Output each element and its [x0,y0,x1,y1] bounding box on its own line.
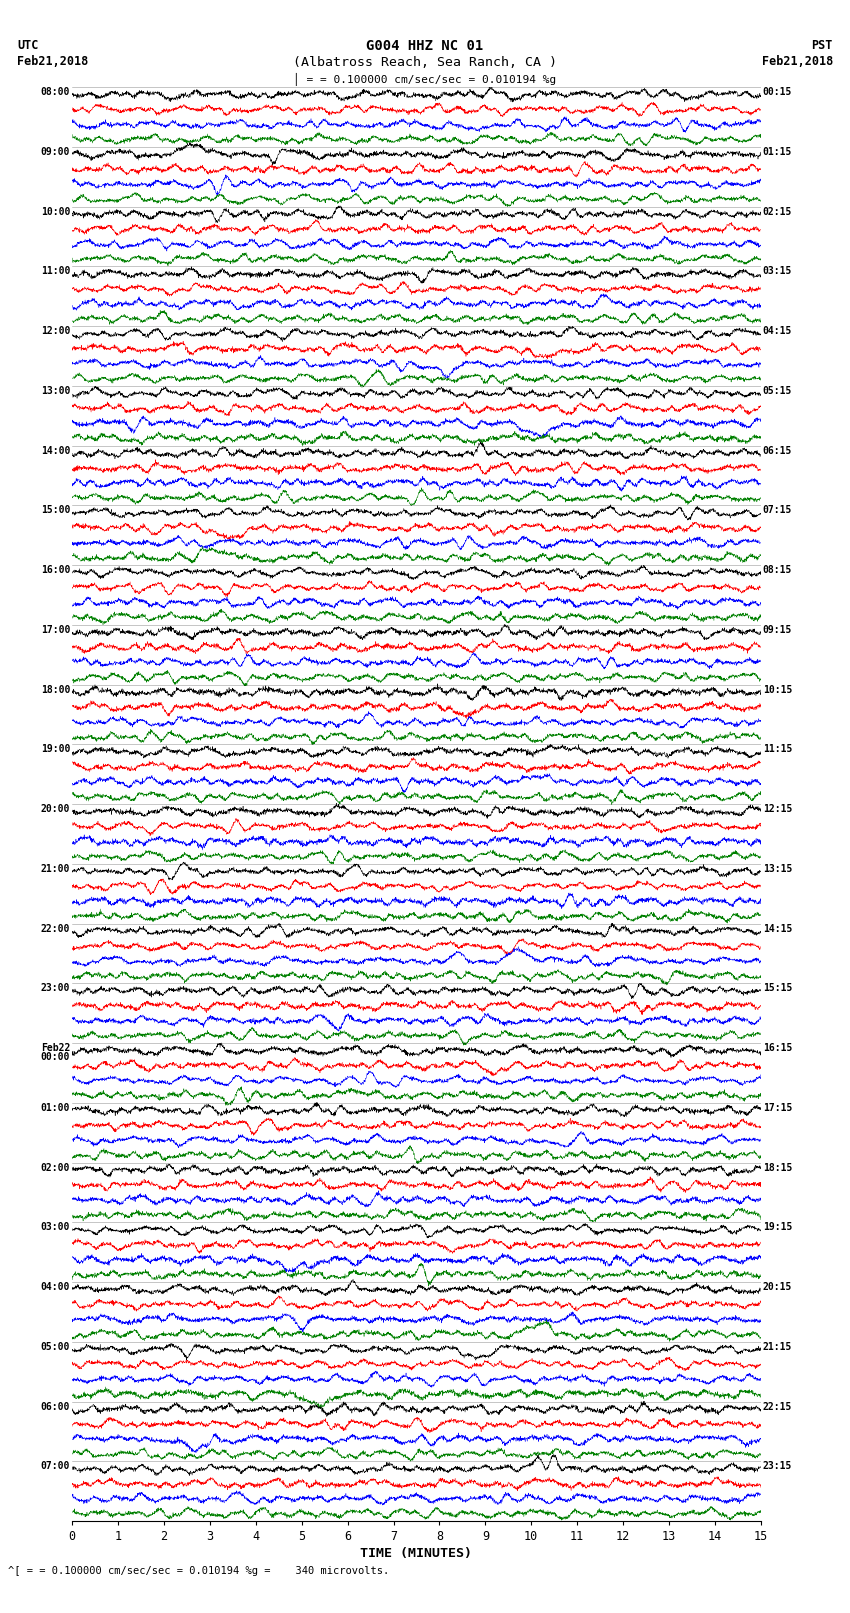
Text: 04:00: 04:00 [41,1282,71,1292]
Text: 09:00: 09:00 [41,147,71,156]
Text: 23:15: 23:15 [762,1461,792,1471]
Text: 22:00: 22:00 [41,924,71,934]
Text: 11:00: 11:00 [41,266,71,276]
Text: PST: PST [812,39,833,52]
Text: 01:15: 01:15 [762,147,792,156]
Text: 14:15: 14:15 [762,924,792,934]
Text: 15:15: 15:15 [762,984,792,994]
Text: 00:15: 00:15 [762,87,792,97]
Text: Feb22
00:00: Feb22 00:00 [41,1044,71,1063]
Text: 12:15: 12:15 [762,805,792,815]
Text: 19:15: 19:15 [762,1223,792,1232]
Text: 17:00: 17:00 [41,624,71,636]
Text: 17:15: 17:15 [762,1103,792,1113]
Text: 08:15: 08:15 [762,565,792,576]
Text: 10:15: 10:15 [762,684,792,695]
Text: Feb21,2018: Feb21,2018 [17,55,88,68]
X-axis label: TIME (MINUTES): TIME (MINUTES) [360,1547,473,1560]
Text: G004 HHZ NC 01: G004 HHZ NC 01 [366,39,484,53]
Text: 13:15: 13:15 [762,865,792,874]
Text: (Albatross Reach, Sea Ranch, CA ): (Albatross Reach, Sea Ranch, CA ) [293,56,557,69]
Text: 21:00: 21:00 [41,865,71,874]
Text: 20:00: 20:00 [41,805,71,815]
Text: 15:00: 15:00 [41,505,71,515]
Text: UTC: UTC [17,39,38,52]
Text: 03:00: 03:00 [41,1223,71,1232]
Text: 07:00: 07:00 [41,1461,71,1471]
Text: 22:15: 22:15 [762,1402,792,1411]
Text: 02:15: 02:15 [762,206,792,216]
Text: 05:00: 05:00 [41,1342,71,1352]
Text: 20:15: 20:15 [762,1282,792,1292]
Text: 09:15: 09:15 [762,624,792,636]
Text: 06:00: 06:00 [41,1402,71,1411]
Text: 14:00: 14:00 [41,445,71,455]
Text: 07:15: 07:15 [762,505,792,515]
Text: 12:00: 12:00 [41,326,71,336]
Text: 02:00: 02:00 [41,1163,71,1173]
Text: 03:15: 03:15 [762,266,792,276]
Text: 16:15: 16:15 [762,1044,792,1053]
Text: 01:00: 01:00 [41,1103,71,1113]
Text: 06:15: 06:15 [762,445,792,455]
Text: 19:00: 19:00 [41,744,71,755]
Text: 10:00: 10:00 [41,206,71,216]
Text: 18:15: 18:15 [762,1163,792,1173]
Text: │ = = 0.100000 cm/sec/sec = 0.010194 %g: │ = = 0.100000 cm/sec/sec = 0.010194 %g [293,73,557,85]
Text: Feb21,2018: Feb21,2018 [762,55,833,68]
Text: 08:00: 08:00 [41,87,71,97]
Text: 04:15: 04:15 [762,326,792,336]
Text: ^[ = = 0.100000 cm/sec/sec = 0.010194 %g =    340 microvolts.: ^[ = = 0.100000 cm/sec/sec = 0.010194 %g… [8,1566,390,1576]
Text: 21:15: 21:15 [762,1342,792,1352]
Text: 05:15: 05:15 [762,386,792,395]
Text: 13:00: 13:00 [41,386,71,395]
Text: 23:00: 23:00 [41,984,71,994]
Text: 16:00: 16:00 [41,565,71,576]
Text: 18:00: 18:00 [41,684,71,695]
Text: 11:15: 11:15 [762,744,792,755]
